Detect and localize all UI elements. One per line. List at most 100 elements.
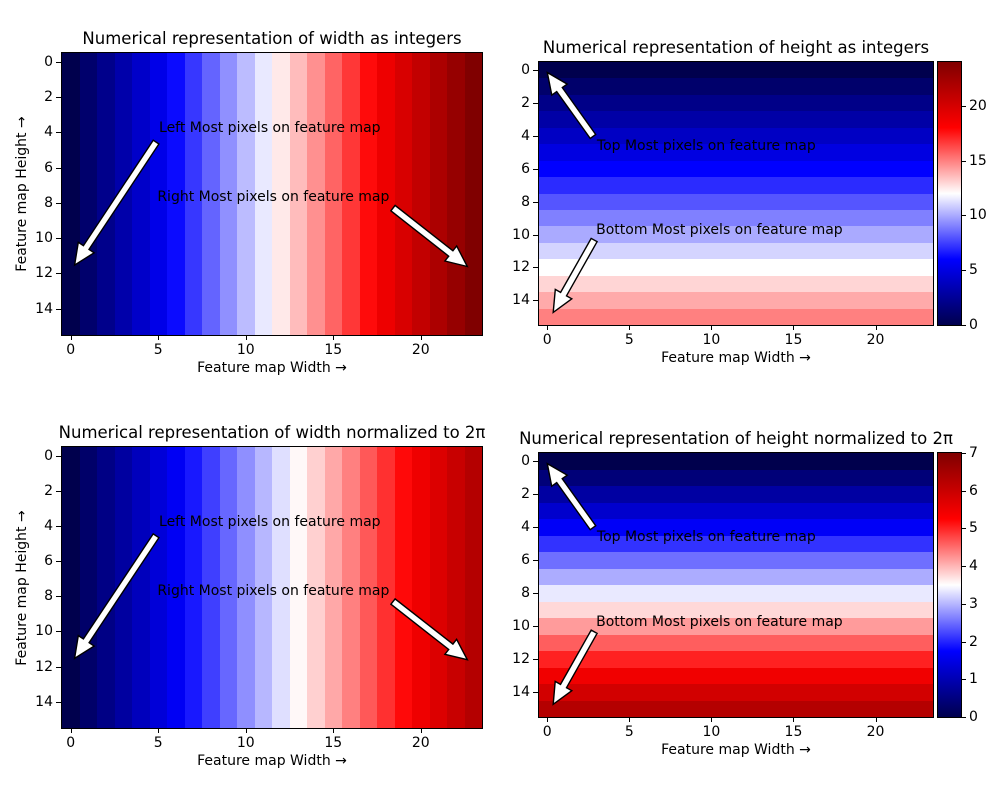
heatmap-cell [539,259,933,276]
y-tick-label: 8 [521,193,530,210]
colorbar-tick-label: 5 [969,262,978,279]
y-tick-mark [533,300,538,302]
colorbar [937,61,962,326]
heatmap-cell [342,53,360,335]
x-tick-label: 0 [66,735,76,751]
annotation-text: Right Most pixels on feature map [157,582,390,599]
heatmap-cell [289,53,307,335]
y-tick-label: 12 [35,265,53,282]
x-tick-label: 5 [153,342,163,358]
y-tick-mark [56,526,61,528]
plot-title: Numerical representation of width normal… [58,423,486,442]
heatmap-cell [539,193,933,210]
x-axis-label: Feature map Width → [197,753,347,769]
colorbar-tick-label: 20 [969,97,987,114]
y-tick-label: 0 [44,53,53,70]
x-tick-mark [711,325,713,330]
colorbar-tick-label: 2 [969,633,978,650]
y-tick-label: 0 [521,453,530,470]
heatmap-cell [114,53,132,335]
y-tick-mark [56,61,61,63]
y-tick-mark [56,666,61,668]
y-axis-label: Feature map Height → [14,116,30,272]
y-tick-label: 10 [512,226,530,243]
heatmap-cell [237,447,255,728]
y-tick-label: 12 [512,651,530,668]
heatmap-cell [132,53,150,335]
y-tick-label: 0 [521,62,530,79]
x-tick-label: 15 [324,342,343,358]
heatmap-cell [539,535,933,552]
y-tick-label: 4 [521,127,530,144]
y-tick-label: 4 [44,518,53,535]
colorbar-tick-label: 15 [969,152,987,169]
colorbar [937,452,962,718]
y-tick-label: 6 [521,160,530,177]
colorbar-tick-label: 0 [969,709,978,725]
y-tick-label: 10 [35,230,53,247]
y-tick-label: 8 [44,194,53,211]
heatmap-cell [202,447,220,728]
colorbar-tick-label: 3 [969,595,978,612]
x-tick-label: 0 [66,342,76,358]
y-tick-label: 6 [44,553,53,570]
heatmap-cell [202,53,220,335]
heatmap-cell [539,601,933,618]
x-tick-label: 5 [153,735,163,751]
y-tick-label: 12 [512,259,530,276]
heatmap-cell [539,144,933,161]
x-tick-label: 15 [784,724,803,740]
x-tick-mark [547,717,549,722]
heatmap-cell [97,447,115,728]
y-tick-mark [533,234,538,236]
heatmap-cell [97,53,115,335]
heatmap-cell [539,667,933,684]
heatmap-cell [539,275,933,293]
x-axis-label: Feature map Width → [197,360,347,376]
colorbar-tick-mark [961,528,966,530]
axes: Top Most pixels on feature map Bottom Mos… [538,452,934,718]
y-tick-mark [56,273,61,275]
heatmap-cell [539,292,933,309]
x-tick-label: 10 [702,724,721,740]
y-tick-mark [533,527,538,529]
y-tick-label: 8 [44,588,53,605]
colorbar-tick-label: 4 [969,558,978,575]
x-tick-label: 20 [411,342,430,358]
x-tick-label: 10 [702,332,721,348]
annotation-text: Bottom Most pixels on feature map [596,222,843,239]
heatmap-cell [324,53,342,335]
heatmap-cell [62,447,80,728]
y-axis-label: Feature map Height → [14,509,30,666]
colorbar-tick-mark [961,603,966,605]
y-tick-mark [533,494,538,496]
y-tick-mark [56,631,61,633]
heatmap-cell [359,53,377,335]
x-tick-mark [547,325,549,330]
y-tick-label: 4 [521,519,530,536]
y-tick-mark [56,455,61,457]
x-tick-mark [333,335,335,340]
colorbar-tick-mark [961,566,966,568]
heatmap-cell [539,78,933,95]
y-tick-mark [533,135,538,137]
x-tick-label: 20 [866,332,885,348]
x-tick-label: 15 [324,735,343,751]
annotation-text: Bottom Most pixels on feature map [596,613,843,630]
heatmap-cell [539,469,933,486]
y-tick-mark [533,201,538,203]
y-tick-label: 10 [35,623,53,640]
x-tick-mark [158,728,160,733]
y-tick-mark [533,560,538,562]
heatmap-cell [539,177,933,194]
heatmap-cell [464,447,482,728]
heatmap-cell [539,684,933,701]
colorbar-tick-mark [961,679,966,681]
heatmap [539,62,933,325]
x-tick-mark [70,728,72,733]
x-tick-mark [629,717,631,722]
x-tick-mark [70,335,72,340]
heatmap-cell [539,453,933,470]
colorbar-tick-label: 1 [969,671,978,688]
y-tick-mark [56,490,61,492]
